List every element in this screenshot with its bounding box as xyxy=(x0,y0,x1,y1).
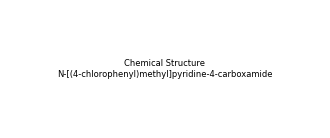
Text: Chemical Structure
N-[(4-chlorophenyl)methyl]pyridine-4-carboxamide: Chemical Structure N-[(4-chlorophenyl)me… xyxy=(57,59,273,79)
